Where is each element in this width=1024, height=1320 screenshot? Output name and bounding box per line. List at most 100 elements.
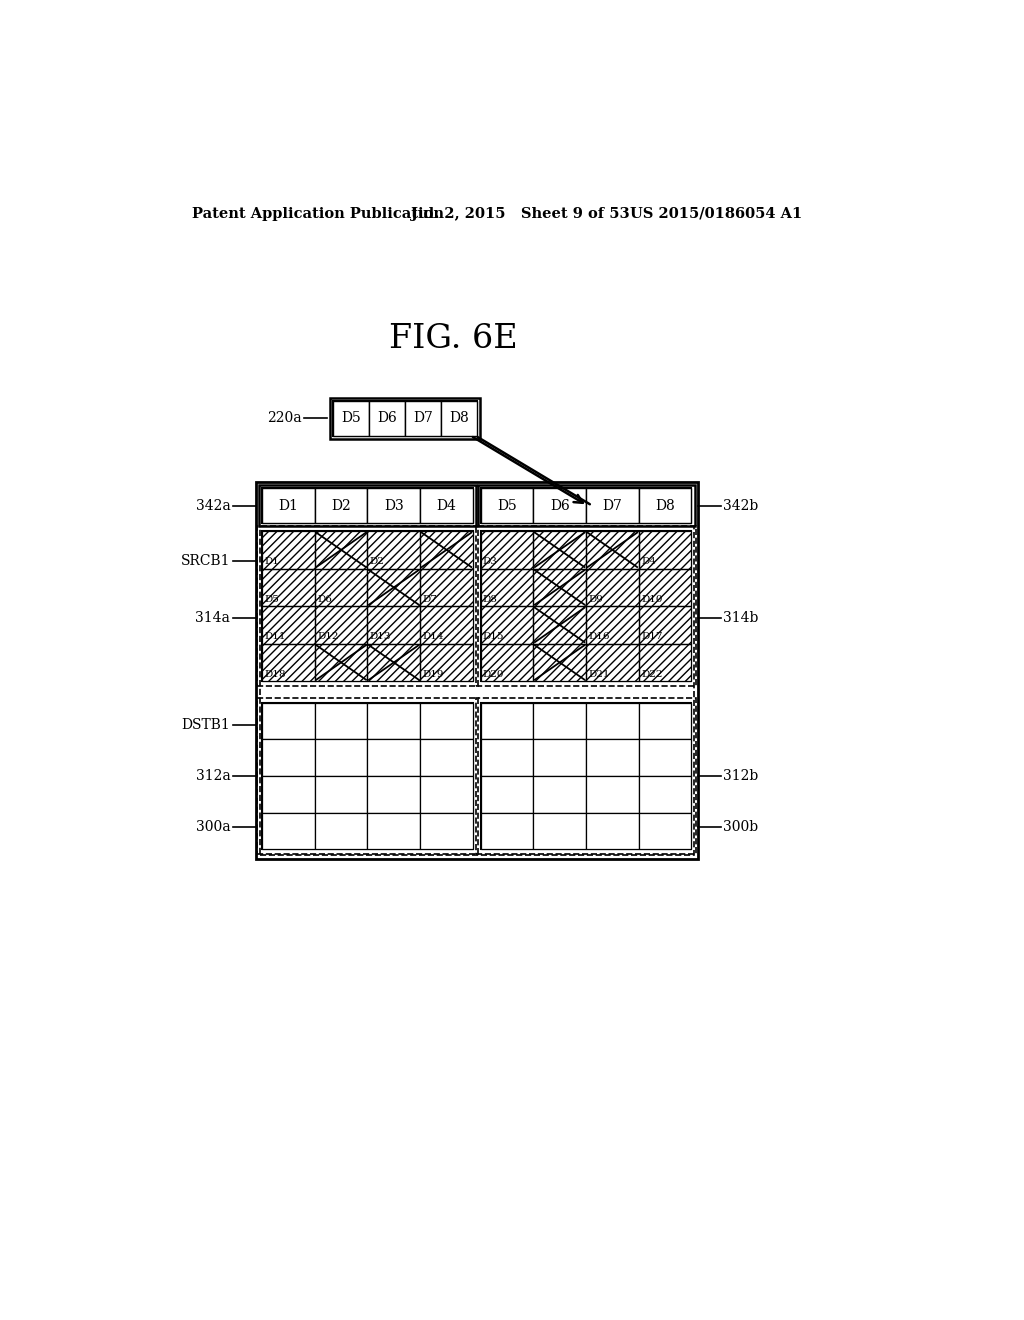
Bar (639, 644, 691, 681)
Bar (586, 739, 639, 776)
Bar (262, 531, 314, 569)
Bar (314, 644, 368, 681)
Bar (534, 569, 586, 606)
Bar (480, 644, 534, 681)
Bar (262, 702, 473, 849)
Text: D17: D17 (641, 632, 663, 642)
Bar (639, 776, 691, 813)
Bar (257, 698, 477, 854)
Bar (534, 813, 586, 849)
Bar (262, 813, 314, 849)
Bar (262, 488, 473, 524)
Bar (480, 531, 534, 569)
Text: D1: D1 (279, 499, 298, 512)
Bar (314, 739, 368, 776)
Text: D4: D4 (436, 499, 457, 512)
Text: D7: D7 (413, 412, 433, 425)
Bar (639, 606, 691, 644)
Bar (476, 527, 696, 686)
Bar (262, 776, 314, 813)
Text: D4: D4 (641, 557, 656, 566)
Text: 342a: 342a (196, 499, 230, 512)
Text: D2: D2 (331, 499, 351, 512)
Text: D19: D19 (423, 671, 444, 678)
Bar (534, 739, 586, 776)
Bar (331, 397, 480, 438)
Bar (368, 569, 420, 606)
Bar (420, 569, 473, 606)
Text: D7: D7 (602, 499, 623, 512)
Bar (420, 644, 473, 681)
Bar (480, 606, 534, 644)
Bar (480, 739, 534, 776)
Bar (480, 531, 534, 569)
Text: D9: D9 (589, 595, 603, 603)
Bar (586, 531, 639, 569)
Bar (368, 531, 420, 569)
Text: D3: D3 (483, 557, 498, 566)
Bar (368, 644, 420, 681)
Bar (534, 606, 586, 644)
Bar (586, 776, 639, 813)
Bar (586, 813, 639, 849)
Text: Jul. 2, 2015   Sheet 9 of 53: Jul. 2, 2015 Sheet 9 of 53 (411, 207, 630, 220)
Bar (480, 644, 534, 681)
Text: US 2015/0186054 A1: US 2015/0186054 A1 (630, 207, 803, 220)
Bar (260, 486, 693, 855)
Bar (334, 401, 370, 436)
Bar (639, 531, 691, 569)
Bar (480, 488, 691, 524)
Bar (314, 606, 368, 644)
Bar (314, 776, 368, 813)
Bar (314, 644, 368, 681)
Bar (262, 739, 314, 776)
Bar (314, 813, 368, 849)
Bar (368, 606, 420, 644)
Bar (480, 776, 534, 813)
Text: D22: D22 (641, 671, 663, 678)
Bar (534, 488, 586, 524)
Bar (480, 488, 534, 524)
Bar (368, 569, 420, 606)
Bar (534, 531, 586, 569)
Text: Patent Application Publication: Patent Application Publication (193, 207, 444, 220)
Bar (368, 776, 420, 813)
Bar (420, 569, 473, 606)
Text: D5: D5 (341, 412, 361, 425)
Bar (262, 606, 314, 644)
Bar (639, 606, 691, 644)
Bar (314, 488, 368, 524)
Bar (368, 531, 420, 569)
Text: D11: D11 (264, 632, 286, 642)
Bar (314, 569, 368, 606)
Bar (262, 702, 314, 739)
Bar (586, 531, 639, 569)
Bar (441, 401, 477, 436)
Bar (639, 813, 691, 849)
Text: 314b: 314b (723, 611, 759, 626)
Text: D6: D6 (377, 412, 397, 425)
Bar (370, 401, 406, 436)
Bar (586, 488, 639, 524)
Bar (262, 644, 314, 681)
Bar (534, 702, 586, 739)
Bar (586, 606, 639, 644)
Text: 314a: 314a (196, 611, 230, 626)
Bar (480, 702, 534, 739)
Text: D8: D8 (655, 499, 675, 512)
Bar (314, 702, 368, 739)
Bar (368, 702, 420, 739)
Text: 220a: 220a (267, 412, 302, 425)
Text: D16: D16 (589, 632, 610, 642)
Bar (480, 813, 534, 849)
Text: D13: D13 (370, 632, 391, 642)
Text: D8: D8 (483, 595, 498, 603)
Bar (259, 484, 476, 527)
Bar (639, 644, 691, 681)
Bar (368, 813, 420, 849)
Text: D21: D21 (589, 671, 610, 678)
Text: D6: D6 (550, 499, 569, 512)
Text: D2: D2 (370, 557, 385, 566)
Bar (639, 569, 691, 606)
Text: D12: D12 (317, 632, 339, 642)
